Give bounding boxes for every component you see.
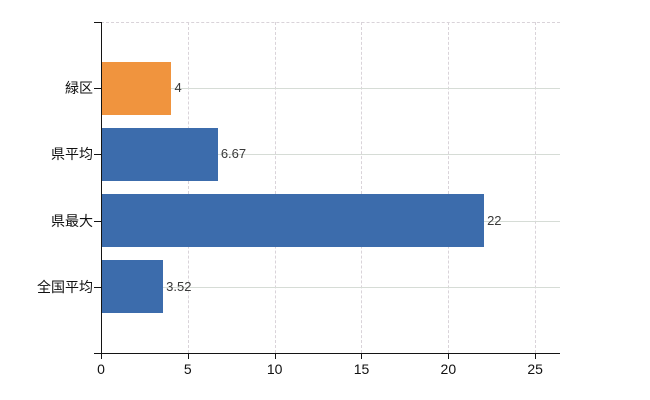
x-tick-label: 0 — [97, 361, 105, 377]
category-label-3: 県最大 — [51, 212, 93, 229]
x-tick-label: 25 — [527, 361, 543, 377]
x-tick — [274, 353, 276, 359]
y-axis-line — [101, 22, 102, 353]
category-label-4: 全国平均 — [37, 278, 93, 295]
x-tick-label: 15 — [353, 361, 370, 377]
y-tick — [94, 154, 101, 156]
value-label-2: 6.67 — [220, 146, 247, 162]
v-gridline — [274, 22, 276, 353]
v-gridline — [187, 22, 189, 353]
v-gridline — [361, 22, 363, 353]
x-tick-label: 20 — [440, 361, 457, 377]
h-gridline — [101, 286, 560, 288]
h-gridline — [101, 154, 560, 156]
y-tick — [94, 286, 101, 288]
bar-4 — [102, 260, 164, 314]
plot-top-border — [101, 22, 560, 23]
category-label-1: 緑区 — [65, 80, 93, 97]
x-tick — [187, 353, 189, 359]
x-tick — [448, 353, 450, 359]
value-label-1: 4 — [174, 80, 182, 96]
bar-1 — [102, 61, 172, 115]
y-tick — [94, 220, 101, 222]
value-label-3: 22 — [487, 212, 502, 228]
v-gridline — [535, 22, 537, 353]
h-gridline — [101, 88, 560, 90]
category-label-2: 県平均 — [51, 146, 93, 163]
x-tick — [535, 353, 537, 359]
x-tick — [361, 353, 363, 359]
x-axis-line — [94, 353, 560, 354]
v-gridline — [448, 22, 450, 353]
bar-3 — [102, 194, 485, 248]
value-label-4: 3.52 — [166, 278, 192, 294]
x-tick-label: 10 — [266, 361, 283, 377]
x-tick-label: 5 — [183, 361, 192, 377]
x-tick — [101, 353, 102, 359]
y-axis-top-tick — [94, 22, 101, 23]
bar-2 — [102, 127, 218, 181]
y-tick — [94, 88, 101, 90]
